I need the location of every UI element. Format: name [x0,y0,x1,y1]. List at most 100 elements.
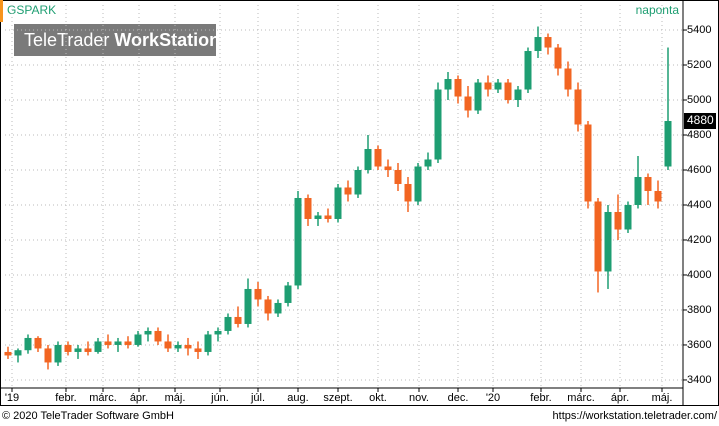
candle-body [534,37,542,52]
candle-body [334,187,342,219]
candle-body [394,169,402,184]
candle-body [224,316,232,331]
candle-body [114,341,122,345]
candle-body [44,348,52,363]
candle-body [244,288,252,324]
candle-body [4,351,12,356]
x-tick-label: márc. [89,392,117,404]
candle-body [664,121,672,167]
candle-body [214,330,222,335]
candle-body [444,79,452,90]
candle-body [74,348,82,352]
candle-body [124,341,132,345]
candle-body [274,302,282,314]
candle-body [504,82,512,101]
candle-body [144,330,152,335]
candle-body [304,197,312,219]
candle-body [624,204,632,230]
candle-body [154,330,162,342]
interval-label: naponta [636,3,680,17]
candle-body [164,341,172,349]
chart-title: GSPARK [7,3,56,17]
candle-body [374,148,382,167]
candle-body [364,148,372,170]
candle-body [574,89,582,125]
candle-body [54,344,62,363]
footer-left: © 2020 TeleTrader Software GmbH [2,410,174,422]
candle-body [194,348,202,352]
candle-body [254,288,262,300]
candle-body [514,89,522,101]
x-tick-label: febr. [530,392,551,404]
x-tick-label: febr. [55,392,76,404]
candle-body [484,82,492,90]
candle-body [544,37,552,48]
candle-body [564,68,572,90]
candle-body [594,201,602,272]
candle-body [284,285,292,303]
candle-body [604,211,612,272]
x-tick-label: okt. [369,392,387,404]
x-tick-label: '19 [5,392,19,404]
candle-body [24,337,32,351]
candle-body [264,299,272,314]
title-marker [0,0,3,22]
last-price-box [684,113,716,130]
x-tick-label: ápr. [130,392,148,404]
x-tick-label: jún. [210,392,229,404]
candle-body [204,334,212,352]
candle-body [424,159,432,167]
candle-body [404,183,412,202]
candle-body [14,350,22,356]
candle-body [174,344,182,349]
x-tick-label: aug. [287,392,308,404]
candle-body [354,169,362,195]
x-tick-label: nov. [409,392,429,404]
x-tick-label: szept. [323,392,352,404]
y-tick-label: 5400 [687,24,711,36]
y-tick-label: 3400 [687,374,711,386]
candle-body [134,334,142,345]
candle-body [34,337,42,349]
y-tick-label: 3600 [687,339,711,351]
candle-body [314,215,322,219]
candle-body [184,344,192,349]
candle-body [84,348,92,352]
candle-body [644,176,652,191]
candle-body [654,190,662,202]
candle-body [294,197,302,286]
x-tick-label: máj. [652,392,673,404]
footer-right: https://workstation.teletrader.com/ [553,410,718,422]
y-tick-label: 5200 [687,59,711,71]
candle-body [584,124,592,202]
candle-body [464,96,472,111]
watermark: TeleTrader WorkStation [24,30,220,50]
x-tick-label: máj. [165,392,186,404]
candle-body [384,166,392,170]
x-tick-label: '20 [486,392,500,404]
watermark-box [14,24,216,56]
candle-body [64,344,72,352]
candle-body [434,89,442,160]
y-tick-label: 3800 [687,304,711,316]
candle-body [414,166,422,202]
y-tick-label: 4200 [687,234,711,246]
last-price-label: 4880 [687,113,714,127]
candle-body [94,341,102,352]
y-tick-label: 4000 [687,269,711,281]
x-tick-label: ápr. [611,392,629,404]
candle-body [324,215,332,219]
y-tick-label: 4400 [687,199,711,211]
candle-body [104,341,112,345]
y-tick-label: 4600 [687,164,711,176]
candle-body [524,51,532,90]
y-tick-label: 5000 [687,94,711,106]
x-tick-label: dec. [448,392,469,404]
candle-body [634,176,642,205]
candle-body [494,82,502,90]
candle-body [554,47,562,69]
candle-body [234,316,242,324]
candle-body [344,187,352,195]
x-tick-label: márc. [567,392,595,404]
